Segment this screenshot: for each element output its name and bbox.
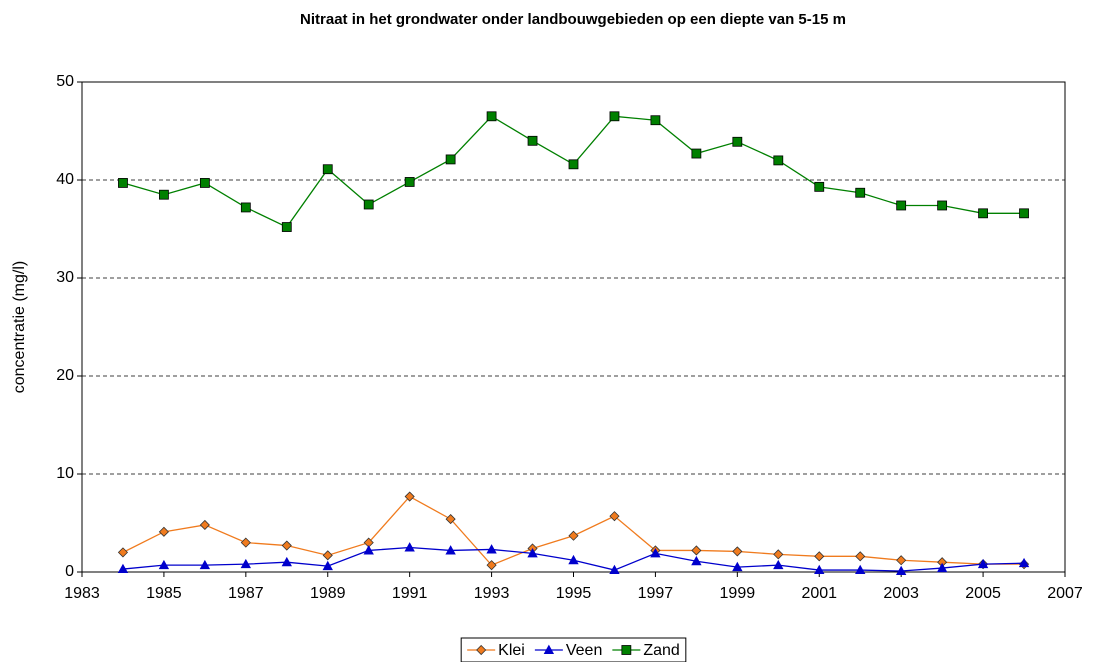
marker bbox=[691, 545, 702, 556]
marker bbox=[855, 187, 866, 198]
legend-item: Veen bbox=[534, 642, 602, 659]
marker bbox=[814, 181, 825, 192]
marker bbox=[691, 555, 702, 566]
marker bbox=[527, 135, 538, 146]
marker bbox=[199, 519, 210, 531]
legend-box bbox=[460, 637, 687, 662]
x-tick-label: 1989 bbox=[310, 585, 346, 602]
series-line bbox=[122, 115, 1025, 228]
chart-title: Nitraat in het grondwater onder landbouw… bbox=[300, 11, 846, 28]
marker bbox=[896, 555, 907, 566]
x-tick-label: 1997 bbox=[638, 585, 674, 602]
y-axis-label: concentratie (mg/l) bbox=[11, 261, 28, 394]
marker bbox=[732, 546, 743, 557]
y-tick-label: 50 bbox=[56, 73, 74, 90]
marker bbox=[773, 559, 784, 570]
marker bbox=[814, 551, 825, 562]
marker bbox=[445, 514, 456, 525]
legend-label: Zand bbox=[643, 642, 679, 659]
marker bbox=[159, 189, 169, 200]
marker bbox=[486, 560, 497, 571]
marker bbox=[773, 549, 784, 560]
marker bbox=[650, 548, 661, 558]
x-tick-label: 1995 bbox=[556, 585, 592, 602]
x-tick-label: 1987 bbox=[228, 585, 264, 602]
marker bbox=[527, 548, 538, 558]
marker bbox=[363, 199, 374, 210]
legend-item: Zand bbox=[612, 642, 680, 659]
x-tick-label: 1999 bbox=[720, 585, 756, 602]
y-tick-label: 10 bbox=[56, 465, 74, 482]
marker bbox=[732, 561, 743, 572]
marker bbox=[476, 644, 487, 656]
marker bbox=[568, 554, 579, 565]
legend-label: Klei bbox=[498, 642, 525, 659]
y-tick-label: 0 bbox=[65, 563, 74, 580]
marker bbox=[404, 177, 415, 187]
legend-item: Klei bbox=[467, 642, 525, 659]
marker bbox=[978, 208, 988, 219]
marker bbox=[281, 540, 292, 551]
marker bbox=[363, 545, 374, 555]
x-tick-label: 2001 bbox=[801, 585, 837, 602]
marker bbox=[240, 558, 252, 569]
x-tick-label: 2007 bbox=[1047, 585, 1083, 602]
marker bbox=[568, 530, 579, 541]
marker bbox=[322, 560, 333, 571]
x-tick-label: 2003 bbox=[883, 585, 919, 602]
y-tick-label: 40 bbox=[56, 171, 74, 188]
marker bbox=[486, 111, 497, 122]
y-tick-label: 20 bbox=[56, 367, 74, 384]
marker bbox=[896, 200, 907, 211]
marker bbox=[445, 154, 456, 165]
x-tick-label: 1985 bbox=[146, 585, 182, 602]
marker bbox=[543, 644, 555, 654]
marker bbox=[322, 550, 333, 561]
x-tick-label: 1983 bbox=[64, 585, 100, 602]
marker bbox=[199, 178, 210, 188]
marker bbox=[855, 551, 866, 562]
marker bbox=[732, 136, 743, 147]
marker bbox=[855, 564, 866, 575]
marker bbox=[158, 526, 169, 537]
marker bbox=[621, 645, 632, 655]
marker bbox=[404, 542, 415, 552]
marker bbox=[240, 537, 251, 548]
marker bbox=[117, 563, 129, 574]
marker bbox=[814, 564, 825, 575]
legend-label: Veen bbox=[566, 642, 602, 659]
marker bbox=[281, 222, 292, 232]
marker bbox=[199, 559, 211, 570]
y-tick-label: 30 bbox=[56, 269, 74, 286]
marker bbox=[977, 558, 989, 569]
x-tick-label: 1993 bbox=[474, 585, 510, 602]
x-tick-label: 1991 bbox=[392, 585, 428, 602]
marker bbox=[609, 111, 620, 122]
marker bbox=[895, 565, 907, 576]
marker bbox=[445, 545, 456, 555]
marker bbox=[404, 491, 415, 502]
plot-frame bbox=[81, 81, 1066, 573]
marker bbox=[609, 564, 620, 575]
marker bbox=[1019, 208, 1029, 219]
marker bbox=[937, 200, 948, 211]
marker bbox=[117, 547, 129, 558]
marker bbox=[322, 164, 333, 175]
legend: Klei Veen Zand bbox=[460, 637, 687, 662]
marker bbox=[609, 511, 620, 522]
marker bbox=[158, 559, 170, 570]
marker bbox=[650, 115, 661, 126]
marker bbox=[281, 556, 292, 567]
marker bbox=[773, 155, 784, 166]
marker bbox=[240, 202, 251, 213]
marker bbox=[1018, 557, 1030, 568]
marker bbox=[118, 178, 128, 188]
marker bbox=[691, 148, 702, 159]
x-tick-label: 2005 bbox=[965, 585, 1001, 602]
marker bbox=[568, 159, 579, 170]
marker bbox=[936, 562, 948, 573]
marker bbox=[486, 544, 497, 554]
